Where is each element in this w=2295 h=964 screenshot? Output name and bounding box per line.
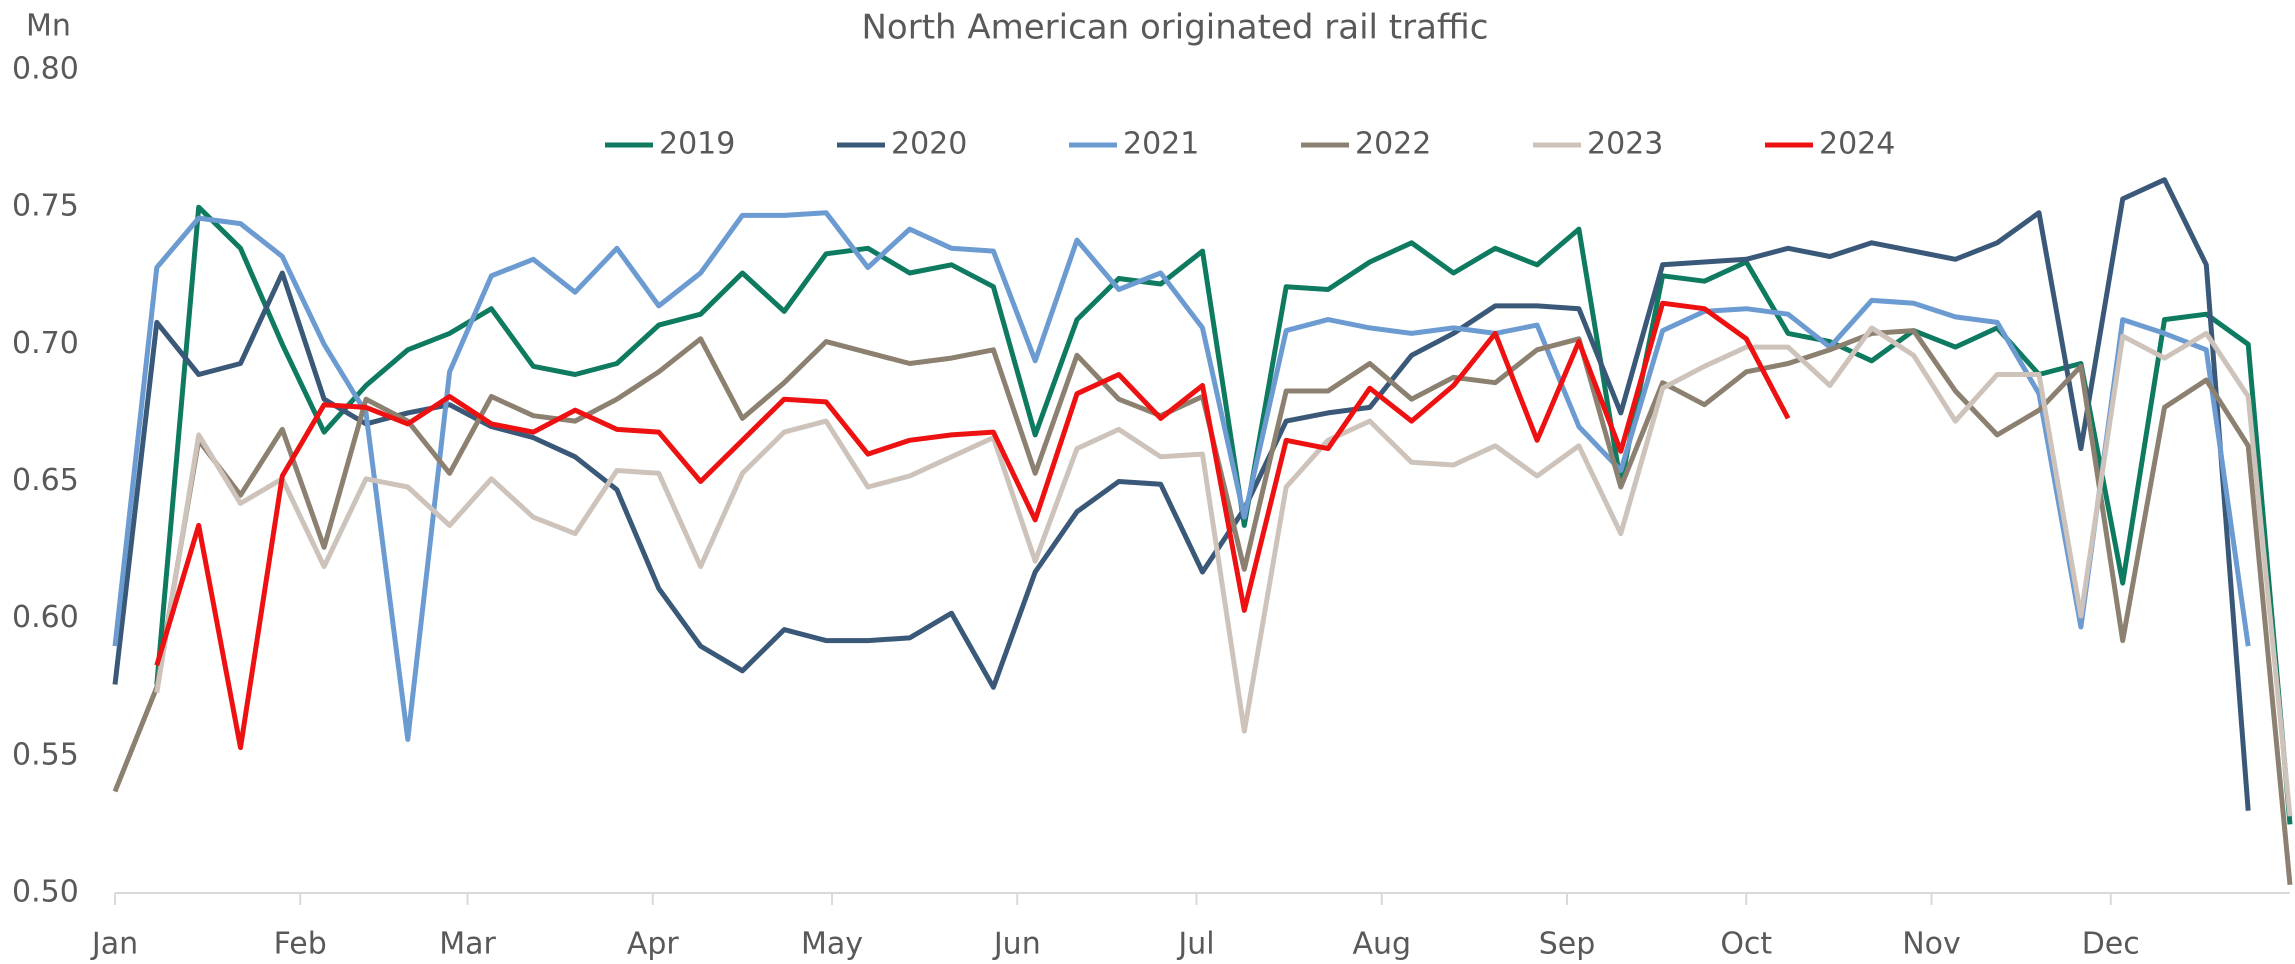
y-tick-label: 0.75 xyxy=(12,189,79,224)
series-line xyxy=(154,325,2293,817)
x-tick-label: Aug xyxy=(1352,927,1411,962)
y-tick-label: 0.70 xyxy=(12,326,79,361)
y-tick-label: 0.60 xyxy=(12,600,79,635)
series-line xyxy=(112,177,2251,811)
y-tick-label: 0.65 xyxy=(12,463,79,498)
series-line xyxy=(112,210,2251,742)
legend-label: 2020 xyxy=(891,127,967,162)
y-axis-label: Mn xyxy=(26,9,71,44)
x-tick-label: Jul xyxy=(1176,927,1214,962)
legend-label: 2023 xyxy=(1587,127,1663,162)
legend-label: 2024 xyxy=(1819,127,1895,162)
x-tick-label: Feb xyxy=(274,927,327,962)
chart-title: North American originated rail traffic xyxy=(861,8,1488,48)
legend-label: 2019 xyxy=(659,127,735,162)
y-tick-label: 0.55 xyxy=(12,737,79,772)
x-tick-label: Jan xyxy=(90,927,138,962)
y-tick-label: 0.50 xyxy=(12,875,79,910)
series-line xyxy=(154,204,2293,825)
x-tick-label: Dec xyxy=(2082,927,2140,962)
x-tick-label: Oct xyxy=(1720,927,1772,962)
x-tick-label: Mar xyxy=(439,927,496,962)
legend-label: 2022 xyxy=(1355,127,1431,162)
x-tick-label: Apr xyxy=(627,927,680,962)
legend-label: 2021 xyxy=(1123,127,1199,162)
series-line xyxy=(154,300,1791,751)
x-tick-label: Jun xyxy=(992,927,1041,962)
x-tick-label: Sep xyxy=(1539,927,1596,962)
y-tick-label: 0.80 xyxy=(12,52,79,87)
x-tick-label: May xyxy=(801,927,863,962)
x-tick-label: Nov xyxy=(1902,927,1961,962)
